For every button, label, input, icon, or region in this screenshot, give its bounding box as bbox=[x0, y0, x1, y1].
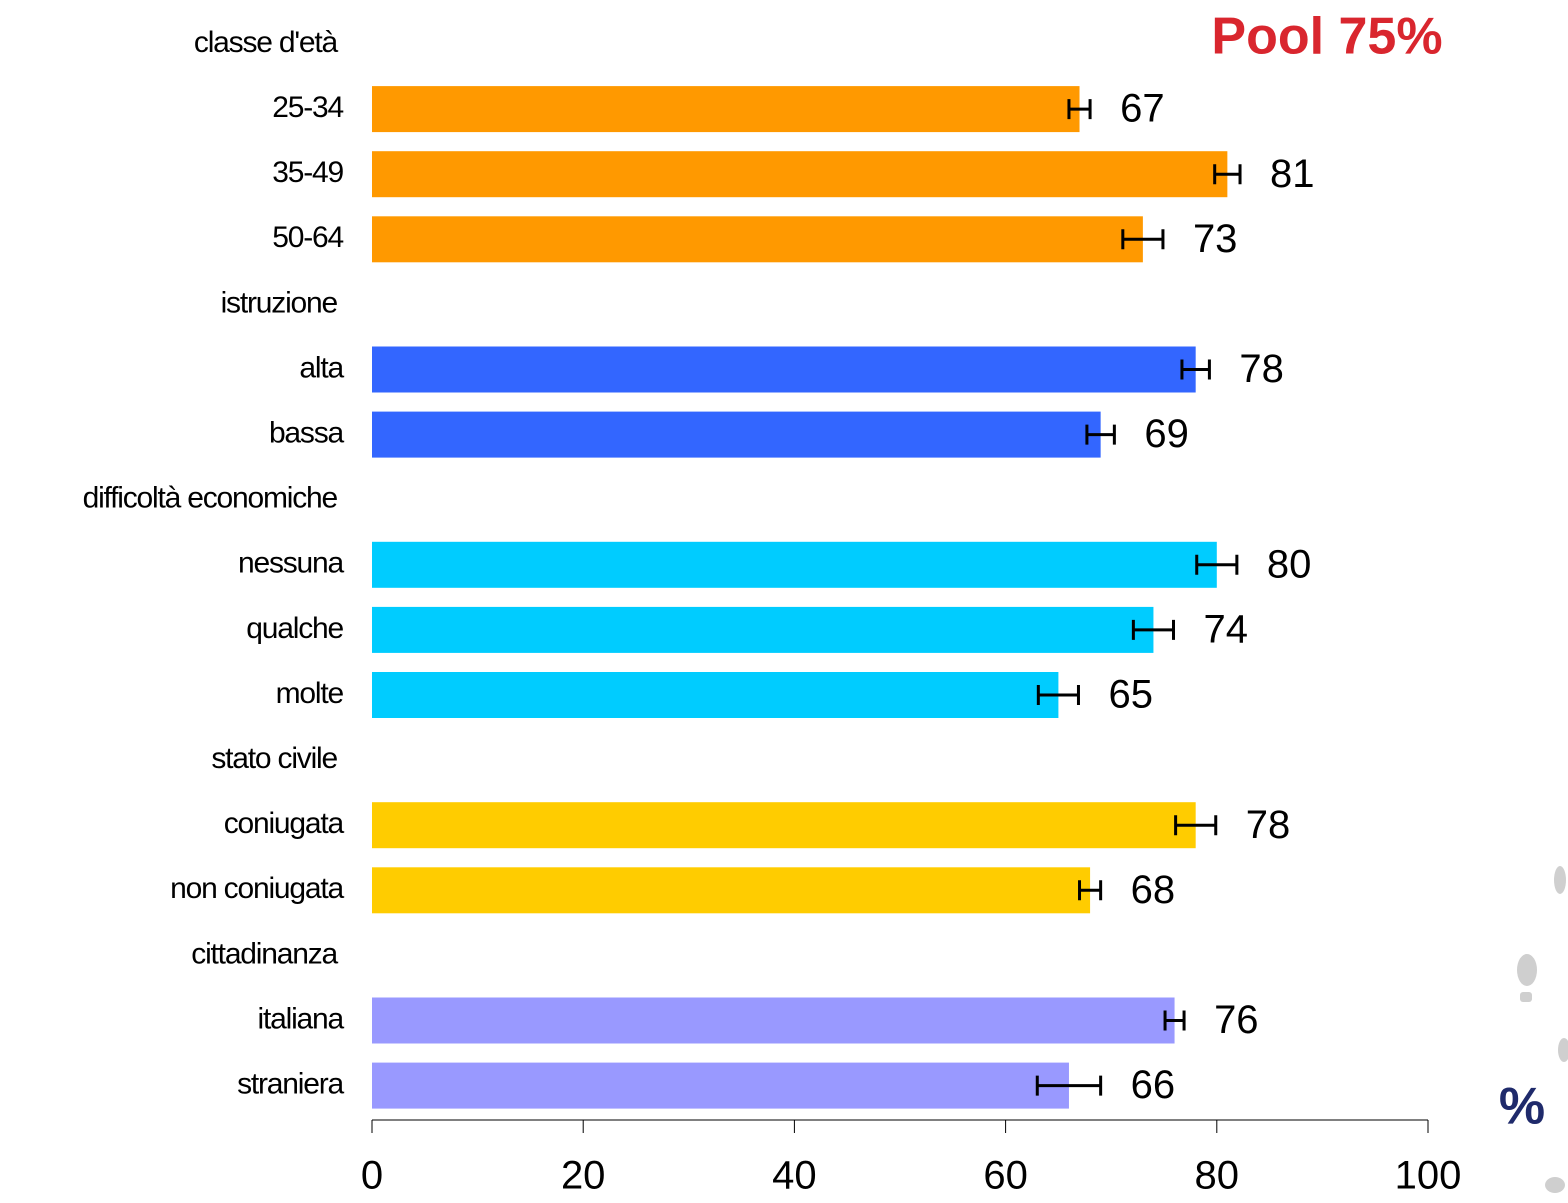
y-tick-label: straniera bbox=[237, 1068, 344, 1101]
y-tick-label: alta bbox=[299, 351, 344, 384]
value-label: 69 bbox=[1144, 412, 1189, 456]
x-tick-label: 20 bbox=[561, 1154, 606, 1198]
group-label: cittadinanza bbox=[191, 937, 338, 970]
y-tick-label: 50-64 bbox=[272, 221, 343, 254]
error-bar bbox=[1035, 1075, 1103, 1096]
bar bbox=[372, 997, 1175, 1044]
y-tick-label: non coniugata bbox=[170, 872, 344, 905]
x-tick-label: 40 bbox=[772, 1154, 817, 1198]
error-bar bbox=[1213, 164, 1242, 185]
bar bbox=[372, 151, 1228, 198]
value-label: 66 bbox=[1131, 1063, 1176, 1107]
error-bar bbox=[1078, 880, 1103, 901]
group-label: istruzione bbox=[221, 286, 338, 319]
bar bbox=[372, 867, 1091, 914]
value-label: 68 bbox=[1131, 868, 1176, 912]
bar bbox=[372, 411, 1101, 458]
y-tick-label: qualche bbox=[246, 612, 343, 645]
chart-title: Pool 75% bbox=[1211, 8, 1442, 66]
error-bar bbox=[1085, 424, 1116, 445]
x-tick-label: 100 bbox=[1395, 1154, 1462, 1198]
x-tick-label: 0 bbox=[361, 1154, 383, 1198]
group-label: difficoltà economiche bbox=[83, 482, 338, 515]
group-label: stato civile bbox=[211, 742, 337, 775]
value-label: 74 bbox=[1204, 607, 1249, 651]
error-bar bbox=[1180, 359, 1211, 380]
bar bbox=[372, 1062, 1069, 1109]
y-tick-label: molte bbox=[276, 677, 344, 710]
bar bbox=[372, 606, 1154, 653]
bar bbox=[372, 346, 1196, 393]
x-axis-label: % bbox=[1499, 1078, 1545, 1136]
value-label: 67 bbox=[1120, 87, 1165, 131]
bar bbox=[372, 541, 1217, 588]
group-label: classe d'età bbox=[194, 26, 339, 59]
error-bar bbox=[1036, 685, 1080, 705]
value-label: 80 bbox=[1267, 542, 1312, 586]
bar bbox=[372, 86, 1080, 133]
y-tick-label: nessuna bbox=[238, 547, 345, 580]
bar bbox=[372, 216, 1143, 263]
y-tick-label: 35-49 bbox=[272, 156, 343, 189]
value-label: 78 bbox=[1246, 803, 1291, 847]
error-bar bbox=[1131, 619, 1175, 640]
value-label: 76 bbox=[1214, 998, 1259, 1042]
error-bar bbox=[1163, 1010, 1186, 1031]
error-bar bbox=[1195, 554, 1239, 575]
error-bar bbox=[1174, 815, 1218, 836]
bar bbox=[372, 802, 1196, 849]
value-label: 78 bbox=[1239, 347, 1284, 391]
value-label: 65 bbox=[1108, 673, 1153, 717]
y-tick-label: bassa bbox=[269, 417, 345, 450]
value-label: 81 bbox=[1270, 152, 1315, 196]
error-bar bbox=[1067, 99, 1092, 120]
bar bbox=[372, 672, 1059, 718]
decoration bbox=[1517, 866, 1568, 1193]
y-tick-label: 25-34 bbox=[272, 91, 343, 124]
error-bar bbox=[1121, 229, 1165, 250]
y-tick-label: italiana bbox=[258, 1002, 345, 1035]
value-label: 73 bbox=[1193, 217, 1238, 261]
x-tick-label: 80 bbox=[1195, 1154, 1240, 1198]
x-tick-label: 60 bbox=[983, 1154, 1028, 1198]
y-tick-label: coniugata bbox=[224, 807, 345, 840]
